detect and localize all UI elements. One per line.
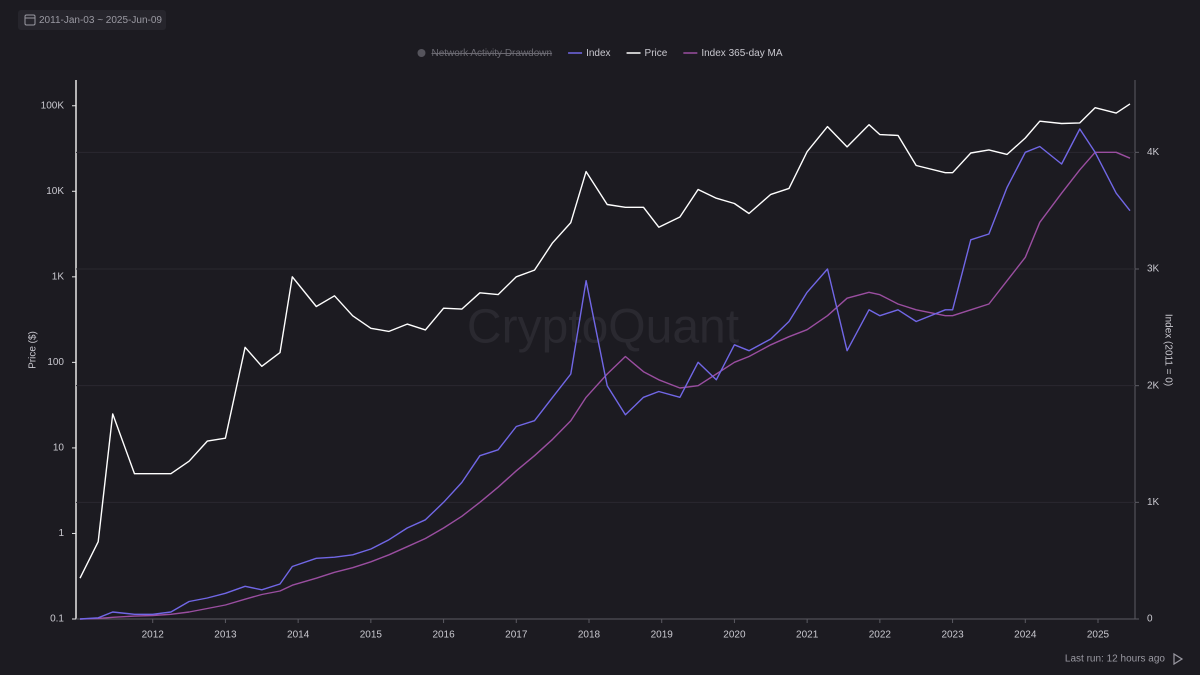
y2-tick-label: 0	[1147, 614, 1153, 625]
x-tick-label: 2018	[578, 630, 601, 641]
x-tick-label: 2017	[505, 630, 528, 641]
series-line	[79, 151, 1131, 620]
y2-tick-label: 2K	[1147, 380, 1160, 391]
legend-item[interactable]: Price	[626, 48, 668, 59]
y2-axis-label: Index (2011 = 0)	[1162, 314, 1173, 386]
x-tick-label: 2015	[360, 630, 383, 641]
footer: Last run: 12 hours ago	[1065, 654, 1166, 665]
y-tick-label: 10	[53, 443, 65, 454]
y-tick-label: 1	[58, 528, 64, 539]
calendar-icon	[24, 14, 36, 26]
x-tick-label: 2014	[287, 630, 310, 641]
x-tick-label: 2016	[432, 630, 455, 641]
legend-item[interactable]: Index 365-day MA	[683, 48, 783, 59]
date-range-button[interactable]: 2011-Jan-03 ~ 2025-Jun-09	[18, 10, 166, 30]
x-tick-label: 2023	[941, 630, 964, 641]
x-tick-label: 2025	[1087, 630, 1110, 641]
legend-item[interactable]: Index	[568, 48, 611, 59]
y-tick-label: 100K	[41, 100, 65, 111]
legend-label: Network Activity Drawdown	[431, 48, 552, 59]
legend-label: Index 365-day MA	[701, 48, 782, 59]
legend-item[interactable]: Network Activity Drawdown	[417, 48, 552, 59]
x-tick-label: 2020	[723, 630, 746, 641]
x-tick-label: 2012	[142, 630, 165, 641]
legend: Network Activity Drawdown Index Price Index…	[417, 48, 783, 59]
y2-tick-label: 3K	[1147, 264, 1160, 275]
y2-tick-label: 4K	[1147, 147, 1160, 158]
run-button[interactable]	[1173, 652, 1184, 666]
y-tick-label: 0.1	[50, 614, 64, 625]
x-tick-label: 2021	[796, 630, 819, 641]
watermark: CryptoQuant	[467, 301, 739, 354]
x-tick-label: 2019	[651, 630, 674, 641]
legend-label: Price	[645, 48, 668, 59]
x-tick-label: 2013	[214, 630, 237, 641]
x-tick-label: 2022	[869, 630, 892, 641]
y-tick-label: 10K	[46, 186, 64, 197]
y-tick-label: 100	[47, 357, 64, 368]
legend-marker	[417, 49, 426, 57]
x-tick-label: 2024	[1014, 630, 1037, 641]
series-line	[79, 128, 1131, 620]
y2-tick-label: 1K	[1147, 497, 1160, 508]
legend-label: Index	[586, 48, 610, 59]
series-line	[79, 103, 1131, 579]
y-tick-label: 1K	[52, 271, 65, 282]
date-range[interactable]: 2011-Jan-03 ~ 2025-Jun-09	[39, 15, 162, 26]
y-axis-label: Price ($)	[28, 331, 39, 369]
date-range-box[interactable]	[18, 10, 166, 30]
